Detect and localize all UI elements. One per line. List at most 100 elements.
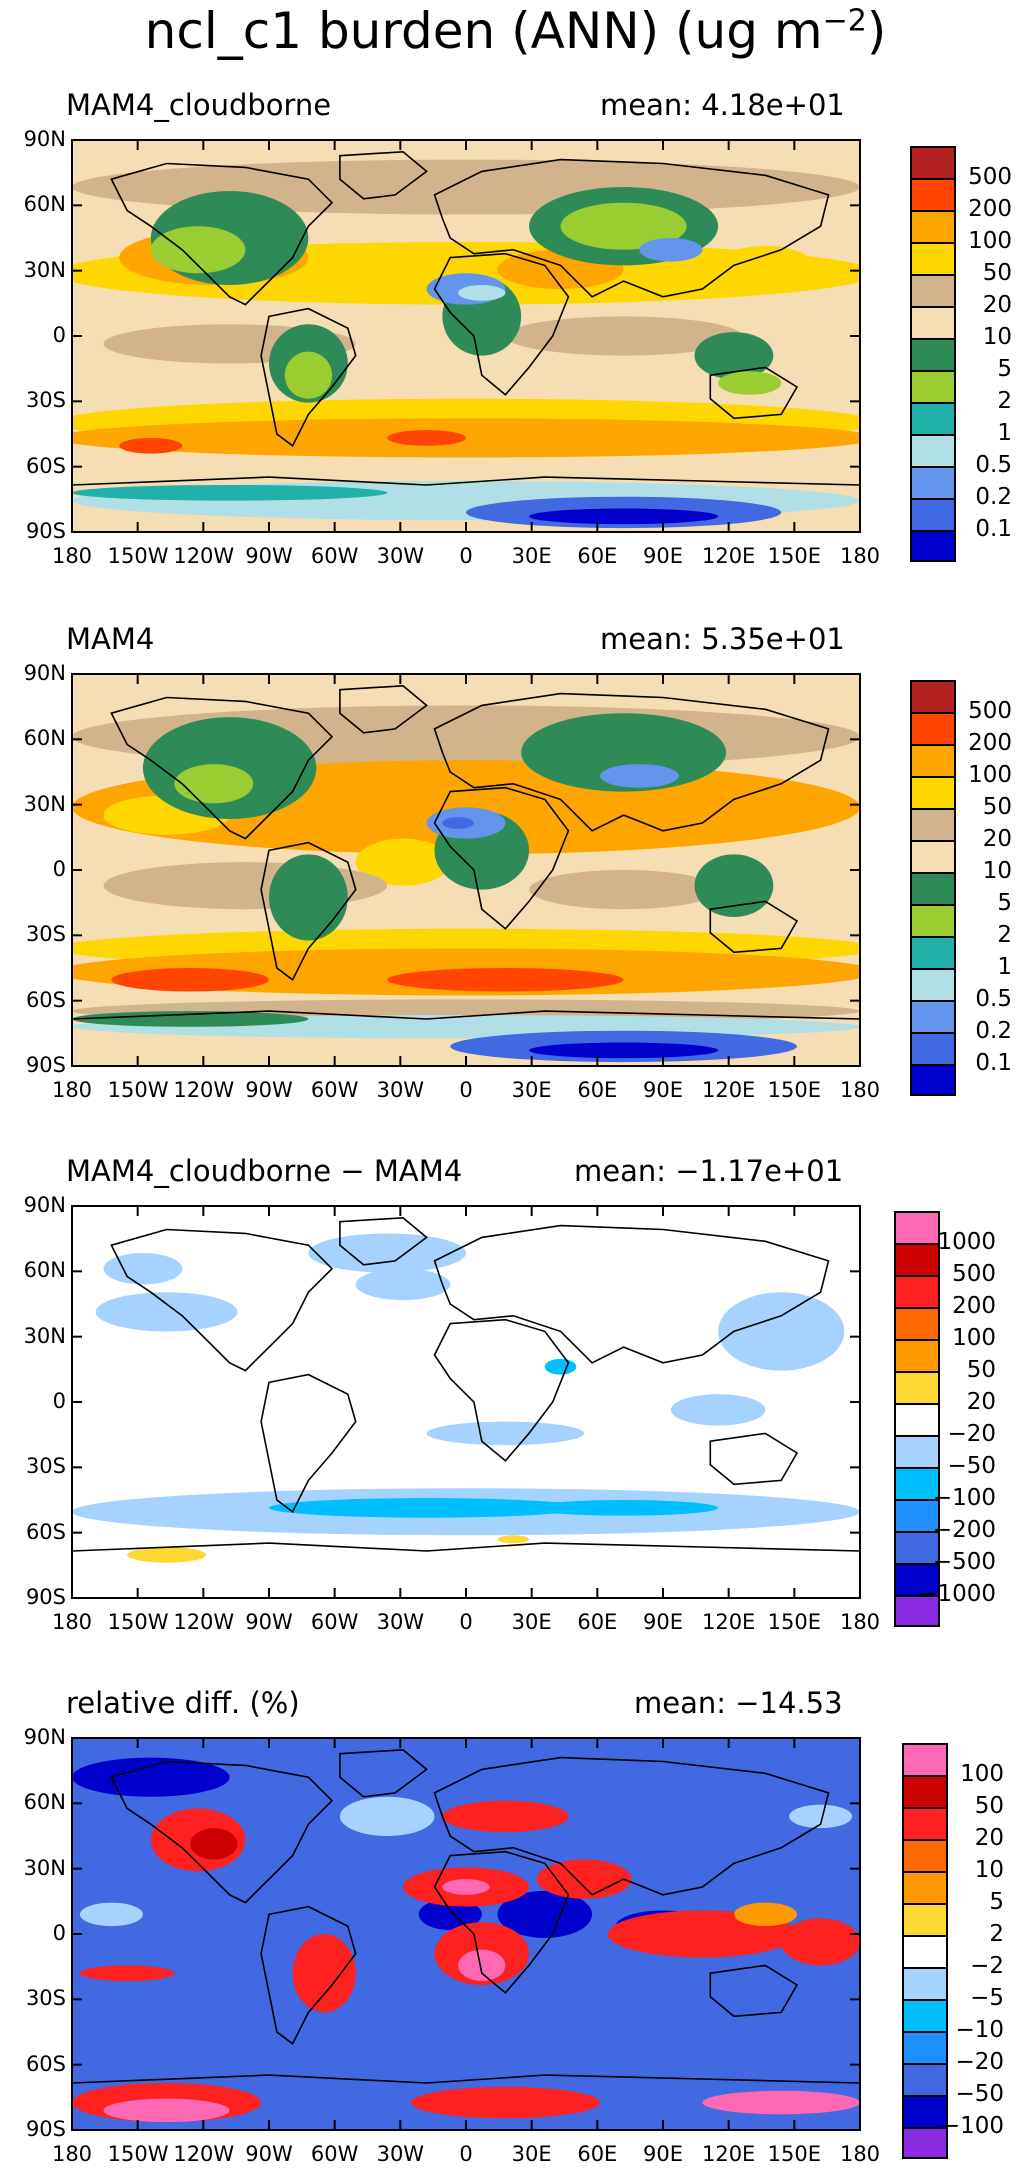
colorbar-label: −100 (932, 1485, 996, 1511)
lat-tick-label: 30N (23, 791, 66, 816)
coastline-namerica (110, 1760, 334, 1904)
lon-tick-label: 90W (245, 2142, 293, 2166)
colorbar-swatch (910, 370, 956, 402)
contour-region (702, 2090, 860, 2115)
contour-region (127, 1547, 206, 1563)
colorbar-swatch (902, 1775, 948, 1807)
lon-tick-label: 30E (511, 2142, 552, 2166)
contour-region (442, 1800, 569, 1833)
colorbar-label: 5 (997, 356, 1012, 382)
lon-tick-label: 150E (767, 1078, 821, 1102)
colorbar-swatch (902, 1999, 948, 2031)
coastline-samerica (260, 1905, 357, 2046)
lon-tick-label: 90E (643, 544, 683, 568)
coastline-africa (433, 786, 570, 930)
panel-4-mean: mean: −14.53 (634, 1686, 843, 1720)
colorbar-label: 100 (952, 1325, 996, 1351)
colorbar-label: 2 (997, 388, 1012, 414)
colorbar-swatch (902, 2095, 948, 2127)
colorbar-label: 20 (982, 826, 1012, 852)
lat-tick-label: 0 (52, 1389, 66, 1413)
lon-tick-label: 150W (107, 1610, 169, 1634)
lat-tick-label: 30S (25, 1454, 66, 1479)
lon-tick-label: 0 (459, 1610, 473, 1634)
colorbar-swatch (894, 1531, 940, 1563)
lon-tick-label: 180 (839, 544, 881, 568)
colorbar-label: 100 (968, 228, 1012, 254)
colorbar-swatch (902, 2063, 948, 2095)
contour-region (410, 2086, 600, 2119)
colorbar-swatch (894, 1403, 940, 1435)
lon-tick-label: 120W (173, 1078, 235, 1102)
colorbar-swatch (902, 2127, 948, 2159)
colorbar-label: 0.5 (975, 986, 1012, 1012)
colorbar-swatch (894, 1371, 940, 1403)
colorbar-swatch (910, 872, 956, 904)
colorbar-swatch (910, 904, 956, 936)
colorbar-swatch (902, 1967, 948, 1999)
lon-tick-label: 60E (577, 1610, 618, 1634)
lon-tick-label: 120E (701, 544, 756, 568)
lon-tick-label: 30E (511, 1078, 552, 1102)
colorbar-label: −1000 (918, 1581, 996, 1607)
coastline-namerica (110, 162, 334, 306)
colorbar-swatch (894, 1211, 940, 1243)
colorbar-swatch (910, 530, 956, 562)
contour-region (72, 484, 388, 501)
colorbar-label: 5 (989, 1889, 1004, 1915)
coastline-eurasia (433, 692, 830, 832)
p1-map-svg (71, 139, 861, 533)
lon-tick-label: 60W (310, 2142, 359, 2166)
colorbar-swatch (910, 1032, 956, 1064)
colorbar-label: 500 (968, 164, 1012, 190)
colorbar-label: 1000 (937, 1229, 996, 1255)
colorbar-swatch (902, 1871, 948, 1903)
p3-map-svg (71, 1205, 861, 1599)
lat-tick-label: 90S (25, 2117, 66, 2141)
lat-tick-label: 60N (23, 726, 66, 751)
lon-tick-label: 150W (107, 544, 169, 568)
contour-region (670, 1394, 766, 1426)
colorbar-label: 10 (982, 858, 1012, 884)
lat-tick-label: 90N (23, 661, 66, 685)
colorbar-swatch (910, 274, 956, 306)
panel-1-label: MAM4_cloudborne (66, 88, 332, 122)
lon-tick-label: 180 (51, 544, 93, 568)
lon-tick-label: 150E (767, 544, 821, 568)
colorbar-swatch (910, 146, 956, 178)
colorbar-label: −2 (970, 1953, 1004, 1979)
lon-tick-label: 150W (107, 1078, 169, 1102)
contour-region (718, 1292, 845, 1371)
lon-tick-label: 180 (51, 1610, 93, 1634)
contour-region (718, 371, 782, 395)
contour-region (599, 764, 679, 788)
colorbar-label: −100 (940, 2113, 1004, 2139)
colorbar-swatch (910, 968, 956, 1000)
coastline-greenland (339, 150, 428, 200)
contour-region (72, 1757, 230, 1797)
lon-tick-label: 60E (577, 1078, 618, 1102)
colorbar-label: 50 (974, 1793, 1004, 1819)
colorbar-swatch (910, 1000, 956, 1032)
contour-region (781, 1918, 860, 1966)
contour-region (497, 1535, 530, 1544)
lon-tick-label: 0 (459, 544, 473, 568)
colorbar-label: 20 (982, 292, 1012, 318)
lat-tick-label: 90N (23, 1193, 66, 1217)
coastline-samerica (260, 1373, 357, 1514)
contour-region (789, 1804, 853, 1829)
lon-tick-label: 120W (173, 1610, 235, 1634)
colorbar-label: 0.1 (975, 516, 1012, 542)
colorbar-label: 0.1 (975, 1050, 1012, 1076)
panel-1-mean: mean: 4.18e+01 (600, 88, 845, 122)
colorbar-label: 0.2 (975, 484, 1012, 510)
contour-region (529, 508, 719, 525)
colorbar-label: −500 (932, 1549, 996, 1575)
contour-region (458, 285, 506, 301)
colorbar-label: 1 (997, 954, 1012, 980)
contour-region (387, 430, 466, 446)
contour-region (119, 437, 183, 454)
colorbar-label: 50 (966, 1357, 996, 1383)
colorbar-label: 100 (960, 1761, 1004, 1787)
colorbar-swatch (894, 1595, 940, 1627)
